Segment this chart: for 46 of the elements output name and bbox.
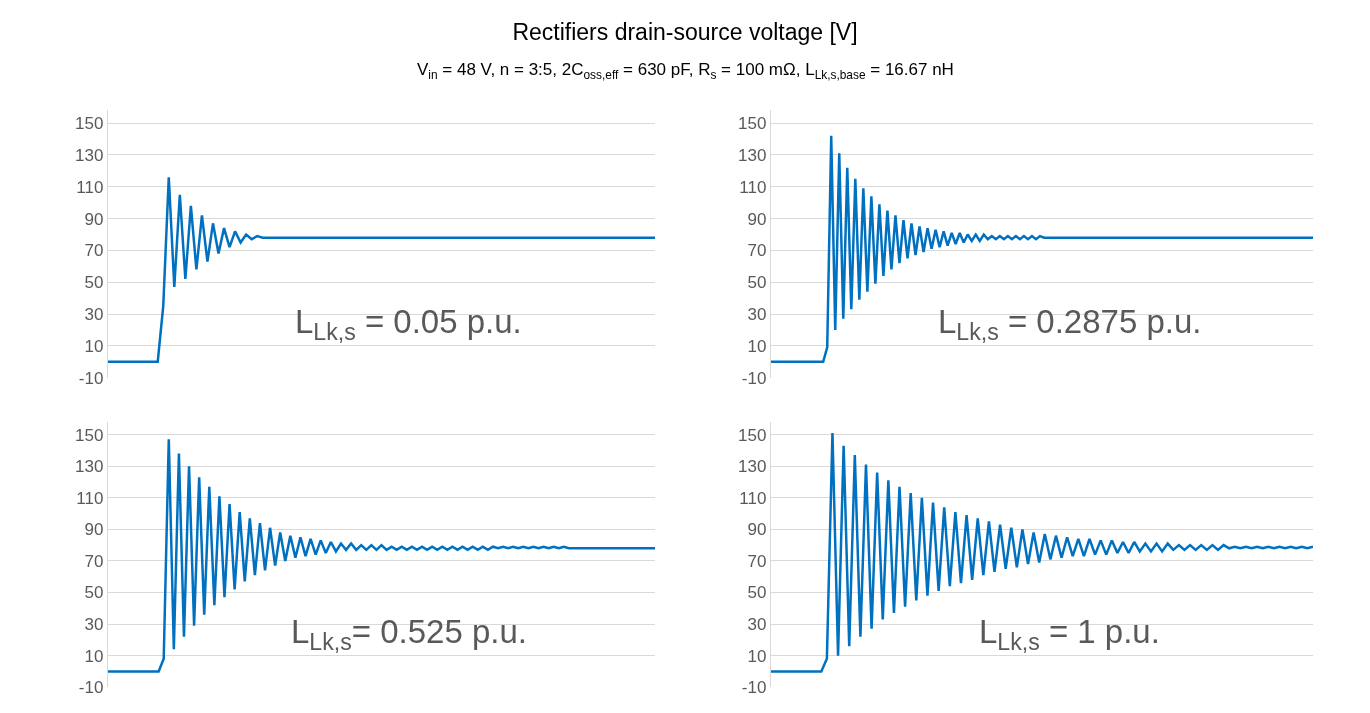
- line-series: [771, 134, 1313, 363]
- y-tick-label: -10: [78, 678, 104, 698]
- y-tick-label: -10: [78, 368, 104, 388]
- line-series: [108, 175, 655, 363]
- y-tick-label: 30: [84, 304, 104, 324]
- y-tick-label: 10: [84, 336, 104, 356]
- y-tick-label: 150: [738, 425, 767, 445]
- y-tick-label: 90: [84, 209, 104, 229]
- y-tick-label: 50: [747, 583, 767, 603]
- y-tick-label: 110: [76, 488, 104, 508]
- y-tick-label: -10: [741, 678, 767, 698]
- y-tick-label: 90: [84, 520, 104, 540]
- y-tick-label: 150: [75, 114, 104, 134]
- y-tick-label: 30: [747, 615, 767, 635]
- y-tick-label: 70: [747, 551, 767, 571]
- y-tick-label: 110: [739, 177, 767, 197]
- y-tick-label: 50: [747, 273, 767, 293]
- y-tick-label: 50: [84, 583, 104, 603]
- y-tick-label: 110: [739, 488, 767, 508]
- annotation: L$_{Lk,s}$ = 0.2875 p.u.: [938, 303, 1202, 345]
- y-tick-label: 50: [84, 273, 104, 293]
- y-tick-label: 130: [75, 457, 104, 477]
- y-tick-label: 130: [738, 457, 767, 477]
- y-tick-label: 10: [84, 646, 104, 666]
- text: V$_{in}$ = 48 V, n = 3:5, 2C$_{oss,eff}$ = 630 pF, R$_{s}$ = 100 mΩ, L$_{Lk,s,base}$ = 16.67 nH: [417, 60, 954, 82]
- y-tick-label: 90: [747, 520, 767, 540]
- y-tick-label: 10: [747, 336, 767, 356]
- annotation: L$_{Lk,s}$= 0.525 p.u.: [291, 613, 527, 655]
- y-tick-label: 130: [738, 145, 767, 165]
- chart-title: Rectifiers drain-source voltage [V]: [512, 19, 858, 46]
- y-tick-label: 130: [75, 145, 104, 165]
- annotation: L$_{Lk,s}$ = 1 p.u.: [979, 613, 1160, 655]
- y-tick-label: 150: [75, 425, 104, 445]
- line-series: [108, 438, 655, 673]
- annotation: L$_{Lk,s}$ = 0.05 p.u.: [295, 303, 522, 345]
- y-tick-label: 10: [747, 646, 767, 666]
- y-tick-label: 150: [738, 114, 767, 134]
- y-tick-label: 70: [84, 551, 104, 571]
- y-tick-label: 70: [747, 241, 767, 261]
- y-tick-label: 110: [76, 177, 104, 197]
- y-tick-label: 90: [747, 209, 767, 229]
- y-tick-label: 30: [747, 304, 767, 324]
- line-series: [771, 431, 1313, 673]
- y-tick-label: 70: [84, 241, 104, 261]
- y-tick-label: 30: [84, 615, 104, 635]
- y-tick-label: -10: [741, 368, 767, 388]
